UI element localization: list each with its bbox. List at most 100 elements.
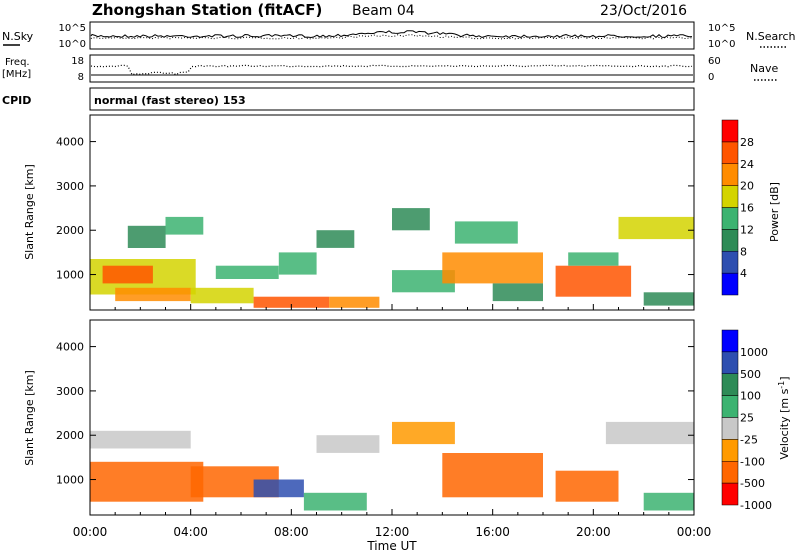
colorbar-block [721,229,739,252]
colorbar-tick-label: 100 [740,390,761,403]
heatmap-cell [329,296,380,308]
heatmap-cell [102,265,153,284]
heatmap-cell [442,252,543,284]
colorbar-tick-label: 500 [740,368,761,381]
colorbar-block [721,163,739,186]
power-axis: 1000 2000 3000 4000 [56,136,695,310]
heatmap-cell [555,470,619,502]
heatmap-cell [316,230,355,248]
noise-left-tick-bottom: 10^0 [59,39,86,50]
colorbar-block [721,329,739,353]
velocity-colorbar: 1000 500 100 25 -25 -100 -500 -1000 [721,329,772,512]
heatmap-cell [492,283,543,302]
colorbar-tick-label: 24 [740,158,754,171]
heatmap-cell [568,252,619,266]
power-colorbar-label: Power [dB] [768,182,781,242]
x-tick-label: 20:00 [576,525,611,539]
heatmap-cell [643,292,694,306]
colorbar-tick-label: -500 [740,477,765,490]
freq-panel [89,54,695,83]
heatmap-cell [392,208,430,231]
colorbar-block [721,439,739,462]
velocity-colorbar-label: Velocity [m s-1] [777,376,791,459]
colorbar-block [721,207,739,230]
noise-trace [90,30,693,39]
heatmap-cell [253,296,330,308]
freq-label-line1: Freq. [5,57,30,68]
heatmap-cell [115,287,191,302]
colorbar-tick-label: 28 [740,136,754,149]
colorbar-tick-label: 4 [740,267,747,280]
freq-tick-bottom: 8 [78,72,84,83]
colorbar-tick-label: 8 [740,245,747,258]
nave-trace [90,64,693,76]
heatmap-cell [253,479,304,498]
heatmap-cell [316,435,380,453]
heatmap-cell [90,461,204,502]
beam-label: Beam 04 [352,3,415,19]
velocity-axis: 1000 2000 3000 4000 [56,341,695,515]
colorbar-tick-label: 20 [740,180,754,193]
heatmap-cell [392,270,455,293]
colorbar-block [721,373,739,396]
heatmap-cell [392,421,455,445]
time-axis: 00:00 04:00 08:00 12:00 16:00 20:00 00:00 [73,525,712,539]
heatmap-cell [618,216,694,240]
colorbar-block [721,461,739,484]
noise-panel [89,21,695,50]
heatmap-cell [278,252,317,275]
x-tick-label: 12:00 [375,525,410,539]
velocity-ylabel: Slant Range [km] [23,370,36,466]
colorbar-block [721,185,739,208]
heatmap-cell [215,265,279,279]
noise-right-tick-bottom: 10^0 [708,39,735,50]
colorbar-tick-label: -25 [740,433,758,446]
noise-right-label: N.Search [746,30,796,43]
y-tick-label: 2000 [56,429,84,442]
heatmap-cell [90,430,191,449]
freq-tick-top: 18 [71,56,84,67]
x-tick-label: 00:00 [677,525,712,539]
station-title: Zhongshan Station (fitACF) [92,1,322,19]
colorbar-tick-label: 25 [740,412,754,425]
colorbar-tick-label: 1000 [740,346,768,359]
x-tick-label: 08:00 [274,525,309,539]
heatmap-cell [442,453,543,498]
heatmap-cell [643,492,694,511]
colorbar-block [721,141,739,164]
heatmap-cell [605,421,694,445]
colorbar-block [721,417,739,440]
colorbar-block [721,272,739,296]
y-tick-label: 3000 [56,385,84,398]
heatmap-cell [190,287,254,304]
nave-tick-top: 60 [708,56,721,67]
x-tick-label: 04:00 [173,525,208,539]
heatmap-cell [454,221,518,244]
colorbar-block [721,351,739,374]
x-tick-label: 16:00 [475,525,510,539]
heatmap-cell [303,492,367,511]
y-tick-label: 1000 [56,269,84,282]
freq-label-line2: [MHz] [2,69,31,80]
velocity-heatmap [90,421,694,511]
noise-left-label: N.Sky [2,30,34,43]
y-tick-label: 3000 [56,180,84,193]
y-tick-label: 4000 [56,341,84,354]
noise-right-tick-top: 10^5 [708,23,735,34]
heatmap-cell [555,265,632,297]
colorbar-tick-label: -1000 [740,499,772,512]
colorbar-tick-label: -100 [740,455,765,468]
nave-tick-bottom: 0 [708,72,714,83]
noise-left-tick-top: 10^5 [59,23,86,34]
y-tick-label: 1000 [56,474,84,487]
cpid-label: CPID [2,94,31,107]
colorbar-tick-label: 12 [740,223,754,236]
colorbar-block [721,251,739,274]
heatmap-cell [127,225,166,248]
power-heatmap [90,208,694,308]
x-tick-label: 00:00 [73,525,108,539]
colorbar-block [721,395,739,418]
heatmap-cell [165,216,204,235]
y-tick-label: 4000 [56,136,84,149]
date-label: 23/Oct/2016 [600,3,687,19]
